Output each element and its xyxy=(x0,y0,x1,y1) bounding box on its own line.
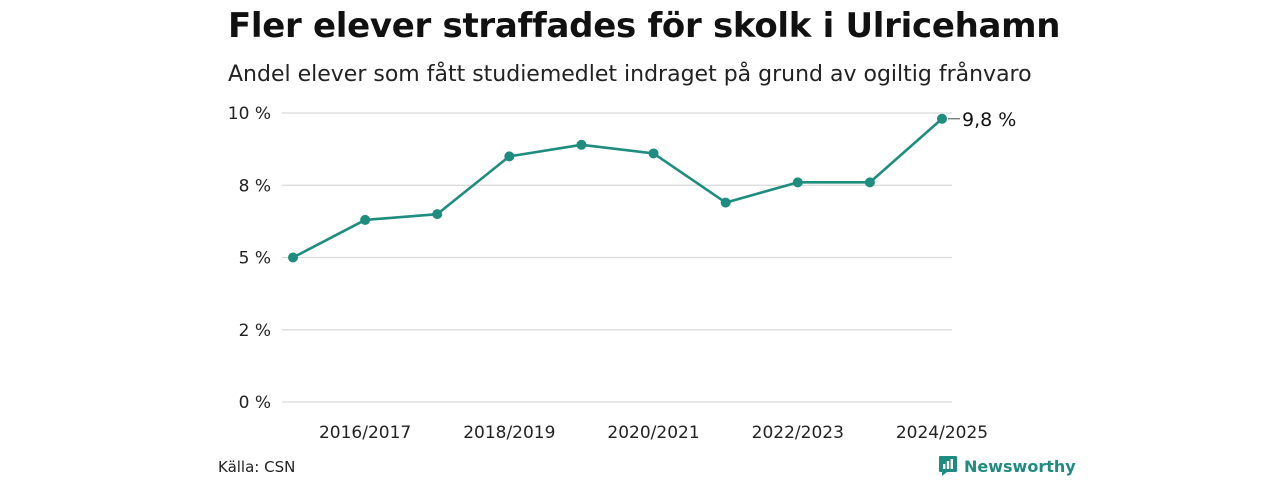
y-axis-tick-labels: 0 % 2 % 5 % 8 % 10 % xyxy=(228,104,271,413)
brand-logo: Newsworthy xyxy=(938,455,1076,477)
gridlines xyxy=(282,112,952,403)
y-tick-label: 2 % xyxy=(239,321,271,341)
data-labels: 9,8 % xyxy=(948,109,1016,131)
data-point xyxy=(504,151,515,162)
data-point xyxy=(288,252,298,263)
source-note: Källa: CSN xyxy=(218,458,296,476)
newsworthy-logo-icon xyxy=(939,456,957,476)
x-tick-label: 2022/2023 xyxy=(752,423,844,443)
x-axis-tick-labels: 2016/2017 2018/2019 2020/2021 2022/2023 2024… xyxy=(319,423,988,443)
chart-title: Fler elever straffades för skolk i Ulric… xyxy=(228,6,1061,46)
series-layer xyxy=(288,113,947,263)
chart-subtitle: Andel elever som fått studiemedlet indra… xyxy=(228,62,1032,87)
y-tick-label: 8 % xyxy=(239,176,271,196)
y-tick-label: 0 % xyxy=(239,393,271,413)
end-value-label: 9,8 % xyxy=(962,109,1016,131)
x-tick-label: 2016/2017 xyxy=(319,423,411,443)
data-point xyxy=(720,197,731,208)
data-point xyxy=(792,177,803,188)
x-tick-label: 2018/2019 xyxy=(463,423,555,443)
x-tick-label: 2024/2025 xyxy=(896,423,988,443)
y-tick-label: 5 % xyxy=(239,249,271,269)
data-point xyxy=(360,214,371,225)
series-line xyxy=(291,117,944,259)
data-point xyxy=(648,148,659,159)
x-tick-label: 2020/2021 xyxy=(607,423,699,443)
data-point xyxy=(937,113,947,124)
data-point xyxy=(864,177,875,188)
data-point xyxy=(432,209,443,220)
data-point xyxy=(576,139,587,150)
y-tick-label: 10 % xyxy=(228,104,271,124)
brand-name: Newsworthy xyxy=(964,456,1076,476)
